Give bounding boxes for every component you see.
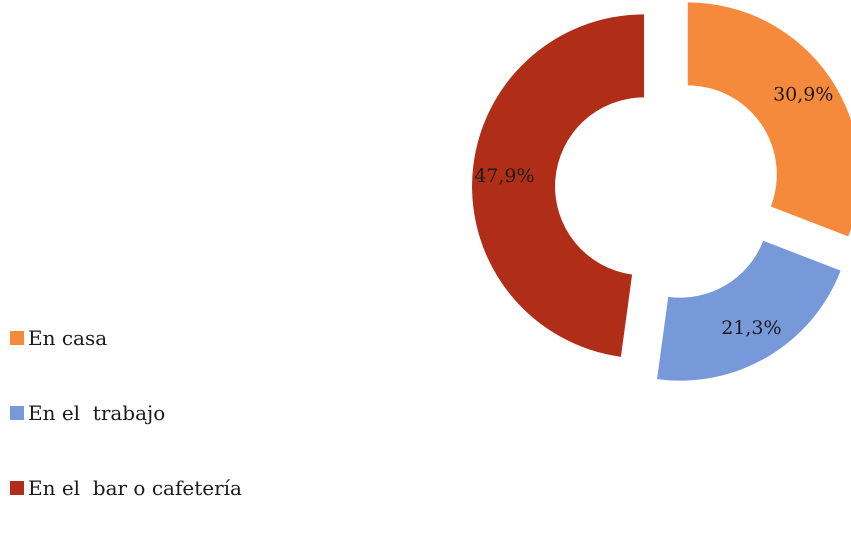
legend-item-en-el-bar: En el bar o cafetería	[10, 472, 242, 504]
legend-item-en-el-trabajo: En el trabajo	[10, 397, 242, 429]
legend-swatch-en-el-trabajo	[10, 406, 24, 420]
legend-swatch-en-el-bar	[10, 481, 24, 495]
slice-en-el-bar	[472, 14, 645, 357]
legend-item-en-casa: En casa	[10, 322, 242, 354]
legend-label-en-el-trabajo: En el trabajo	[28, 401, 166, 425]
data-label-en-casa: 30,9%	[773, 83, 833, 105]
slice-en-el-trabajo	[657, 240, 841, 381]
slice-en-casa	[687, 2, 851, 237]
legend: En casa En el trabajo En el bar o cafete…	[10, 322, 242, 547]
legend-swatch-en-casa	[10, 331, 24, 345]
donut-chart: 30,9% 21,3% 47,9%	[472, 2, 851, 381]
legend-label-en-casa: En casa	[28, 326, 108, 350]
data-label-en-el-trabajo: 21,3%	[721, 317, 781, 339]
data-label-en-el-bar: 47,9%	[474, 165, 534, 187]
legend-label-en-el-bar: En el bar o cafetería	[28, 476, 242, 500]
